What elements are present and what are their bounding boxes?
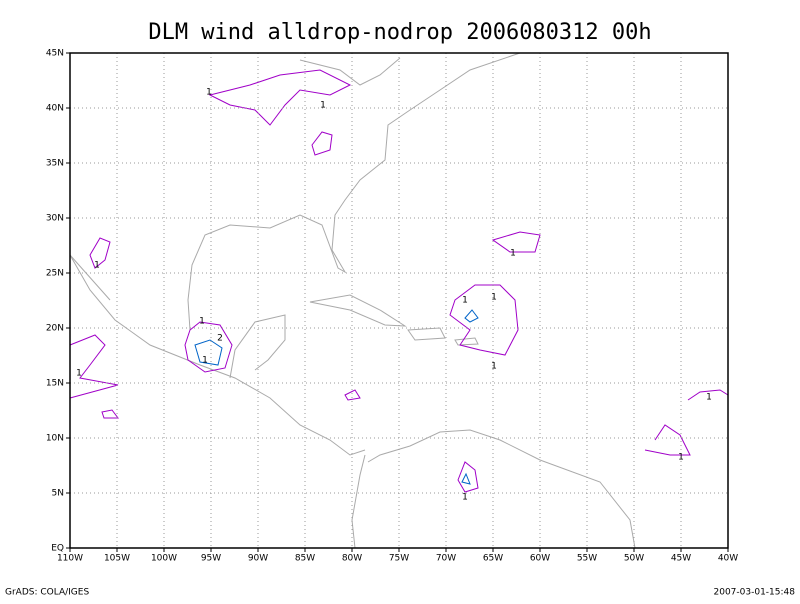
contour-label: 1	[199, 317, 205, 327]
x-tick-label: 60W	[530, 554, 550, 564]
x-tick-label: 40W	[718, 554, 738, 564]
contour-label: 1	[678, 453, 684, 463]
contour-label: 1	[706, 393, 712, 403]
contours	[69, 69, 729, 493]
contour-label: 1	[76, 369, 82, 379]
y-tick-label: 15N	[46, 379, 64, 389]
contour-label: 1	[206, 88, 212, 98]
y-tick-label: 45N	[46, 49, 64, 59]
x-tick-label: 90W	[248, 554, 268, 564]
title: DLM wind alldrop-nodrop 2006080312 00h	[148, 20, 651, 45]
x-tick-label: 100W	[151, 554, 177, 564]
x-tick-label: 65W	[483, 554, 503, 564]
y-tick-label: 35N	[46, 159, 64, 169]
contour-label: 1	[320, 101, 326, 111]
contour-label: 1	[491, 362, 497, 372]
contour-label: 1	[462, 296, 468, 306]
y-tick-label: 30N	[46, 214, 64, 224]
contour-label: 1	[510, 249, 516, 259]
axes: 110W 105W 100W 95W 90W 85W 80W 75W 70W 65W 60W 55W 5…	[46, 49, 738, 564]
contour-label: 1	[94, 261, 100, 271]
y-tick-label: 20N	[46, 324, 64, 334]
contour-label: 2	[217, 334, 223, 344]
contour-label: 1	[491, 293, 497, 303]
x-tick-label: 55W	[577, 554, 597, 564]
y-tick-label: 10N	[46, 434, 64, 444]
x-tick-label: 80W	[342, 554, 362, 564]
x-tick-label: 70W	[436, 554, 456, 564]
contour-label: 1	[462, 493, 468, 503]
x-tick-label: 105W	[104, 554, 130, 564]
x-tick-label: 45W	[671, 554, 691, 564]
y-tick-label: EQ	[51, 544, 64, 554]
y-tick-label: 25N	[46, 269, 64, 279]
y-tick-label: 40N	[46, 104, 64, 114]
map-frame	[69, 52, 729, 549]
x-tick-label: 85W	[295, 554, 315, 564]
x-tick-label: 95W	[201, 554, 221, 564]
footer-left: GrADS: COLA/IGES	[5, 588, 89, 598]
footer-right: 2007-03-01-15:48	[714, 588, 796, 598]
x-tick-label: 110W	[57, 554, 83, 564]
x-tick-label: 50W	[624, 554, 644, 564]
x-tick-label: 75W	[389, 554, 409, 564]
contour-label: 1	[202, 356, 208, 366]
y-tick-label: 5N	[52, 489, 64, 499]
coastlines	[69, 52, 636, 549]
